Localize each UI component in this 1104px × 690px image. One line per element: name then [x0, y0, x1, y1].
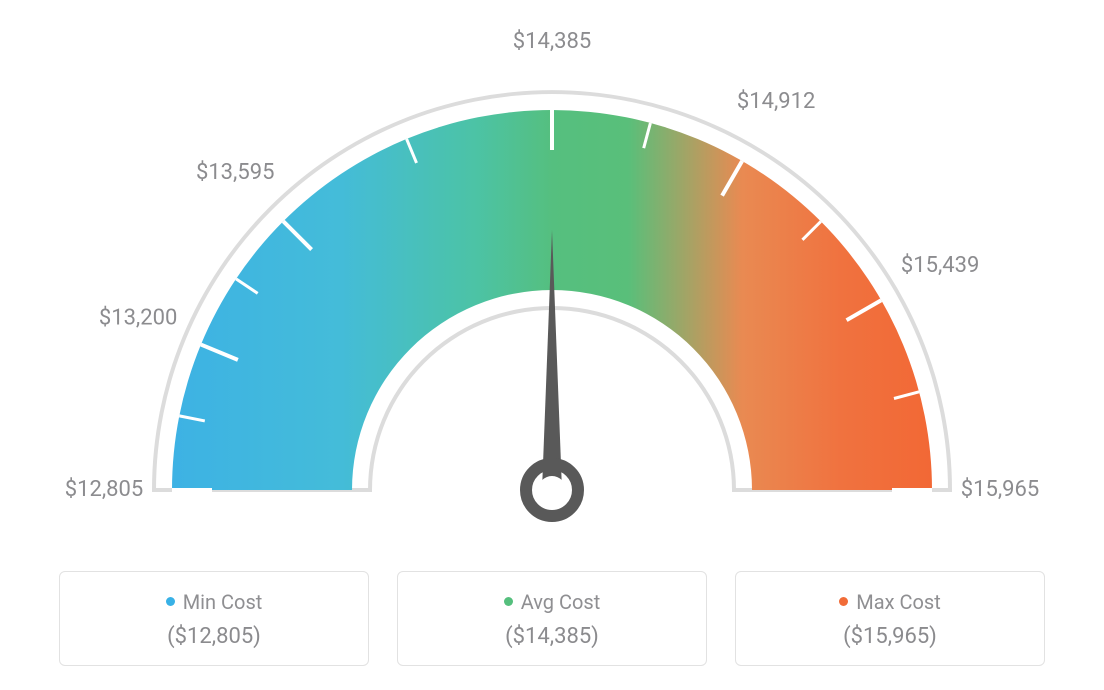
legend-value-max: ($15,965): [748, 624, 1032, 649]
legend-card-avg: Avg Cost ($14,385): [397, 571, 707, 666]
cost-gauge-chart: $12,805 $13,200 $13,595 $14,385 $14,912 $15,4…: [0, 0, 1104, 560]
legend-title-max: Max Cost: [748, 590, 1032, 614]
legend-title-avg: Avg Cost: [410, 590, 694, 614]
svg-text:$14,385: $14,385: [513, 29, 592, 54]
legend-value-min: ($12,805): [72, 624, 356, 649]
legend-title-min: Min Cost: [72, 590, 356, 614]
dot-icon: [839, 597, 848, 606]
legend-card-max: Max Cost ($15,965): [735, 571, 1045, 666]
svg-text:$13,595: $13,595: [196, 160, 275, 185]
legend-row: Min Cost ($12,805) Avg Cost ($14,385) Ma…: [0, 571, 1104, 666]
svg-text:$14,912: $14,912: [737, 89, 816, 114]
legend-title-text: Min Cost: [183, 590, 263, 614]
svg-text:$15,965: $15,965: [961, 477, 1040, 502]
svg-text:$12,805: $12,805: [65, 477, 144, 502]
legend-value-avg: ($14,385): [410, 624, 694, 649]
gauge-container: $12,805 $13,200 $13,595 $14,385 $14,912 $15,4…: [0, 0, 1104, 570]
legend-card-min: Min Cost ($12,805): [59, 571, 369, 666]
legend-title-text: Avg Cost: [521, 590, 601, 614]
svg-text:$15,439: $15,439: [901, 253, 980, 278]
dot-icon: [166, 597, 175, 606]
legend-title-text: Max Cost: [856, 590, 941, 614]
dot-icon: [504, 597, 513, 606]
svg-text:$13,200: $13,200: [99, 305, 178, 330]
